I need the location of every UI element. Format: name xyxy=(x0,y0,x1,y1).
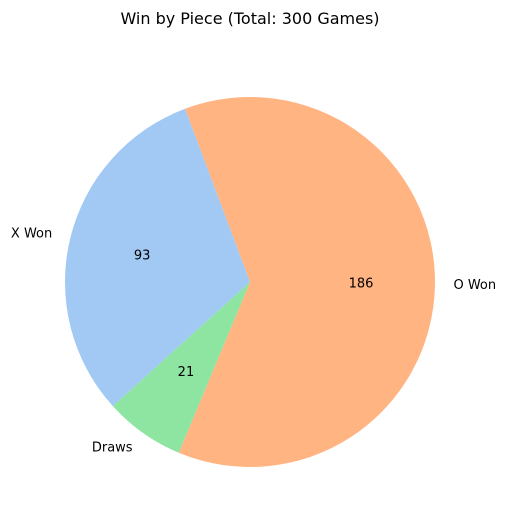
pie-slice-x-won xyxy=(64,108,251,407)
slice-label-x-won: X Won xyxy=(11,227,52,242)
pie-slice-o-won xyxy=(178,97,436,467)
value-label-x-won: 93 xyxy=(134,248,151,263)
pie-slices xyxy=(64,97,436,467)
pie-labels: 186 O Won 93 X Won 21 Draws xyxy=(11,227,496,456)
pie-slice-draws xyxy=(112,282,250,453)
slice-label-o-won: O Won xyxy=(453,278,496,293)
value-label-o-won: 186 xyxy=(349,277,374,292)
slice-label-draws: Draws xyxy=(92,441,133,456)
chart-title: Win by Piece (Total: 300 Games) xyxy=(120,9,379,28)
value-label-draws: 21 xyxy=(178,365,195,380)
